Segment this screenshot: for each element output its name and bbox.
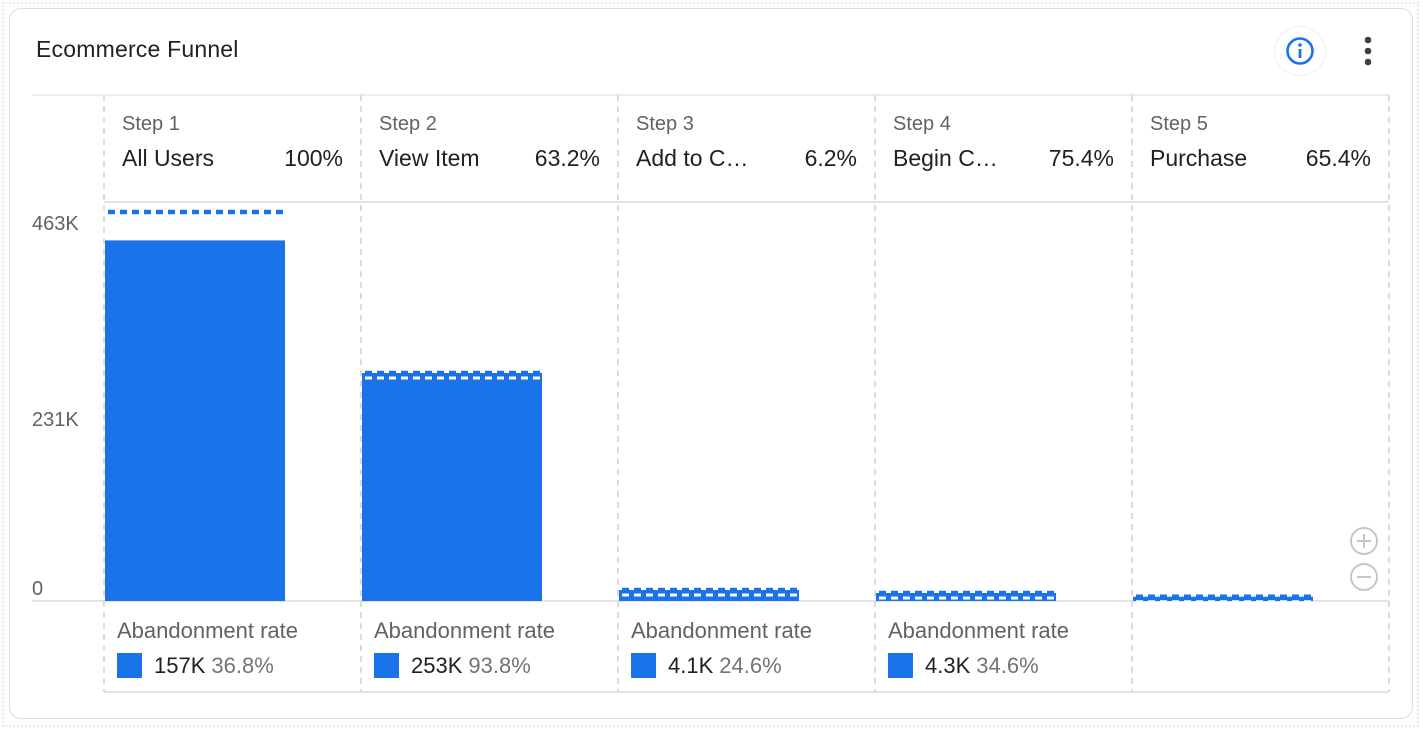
abandonment-count: 253K (411, 653, 463, 678)
zoom-out-icon[interactable] (1350, 563, 1378, 591)
abandonment-rate: 34.6% (976, 653, 1038, 678)
step-rate-label: 63.2% (535, 145, 600, 171)
abandonment-count: 157K (154, 653, 206, 678)
funnel-bar (105, 240, 285, 601)
abandonment-label: Abandonment rate (631, 618, 812, 643)
abandonment-rate: 36.8% (211, 653, 273, 678)
step-name-label: All Users (122, 145, 214, 171)
abandonment-swatch (117, 653, 142, 678)
step-rate-label: 75.4% (1049, 145, 1114, 171)
step-number-label: Step 3 (636, 113, 694, 135)
abandonment-label: Abandonment rate (374, 618, 555, 643)
y-tick-label: 231K (32, 409, 79, 431)
step-name-label: Purchase (1150, 145, 1247, 171)
step-name-label: Add to C… (636, 145, 749, 171)
funnel-bar (362, 372, 542, 601)
abandonment-swatch (888, 653, 913, 678)
step-rate-label: 100% (284, 145, 343, 171)
more-vert-icon (1364, 36, 1372, 66)
info-button[interactable] (1275, 27, 1325, 75)
step-number-label: Step 5 (1150, 113, 1208, 135)
step-name-label: Begin C… (893, 145, 998, 171)
abandonment-count: 4.1K (668, 653, 714, 678)
abandonment-rate: 93.8% (468, 653, 530, 678)
card-title: Ecommerce Funnel (36, 36, 239, 62)
abandonment-label: Abandonment rate (117, 618, 298, 643)
zoom-in-icon[interactable] (1350, 527, 1378, 555)
step-rate-label: 6.2% (805, 145, 857, 171)
abandonment-swatch (631, 653, 656, 678)
abandonment-swatch (374, 653, 399, 678)
abandonment-label: Abandonment rate (888, 618, 1069, 643)
abandonment-rate: 24.6% (719, 653, 781, 678)
step-name-label: View Item (379, 145, 480, 171)
y-tick-label: 0 (32, 578, 43, 600)
abandonment-count: 4.3K (925, 653, 971, 678)
step-number-label: Step 4 (893, 113, 951, 135)
info-icon (1286, 37, 1314, 65)
step-number-label: Step 2 (379, 113, 437, 135)
step-number-label: Step 1 (122, 113, 180, 135)
y-tick-label: 463K (32, 213, 79, 235)
step-rate-label: 65.4% (1306, 145, 1371, 171)
more-options-button[interactable] (1350, 30, 1386, 72)
